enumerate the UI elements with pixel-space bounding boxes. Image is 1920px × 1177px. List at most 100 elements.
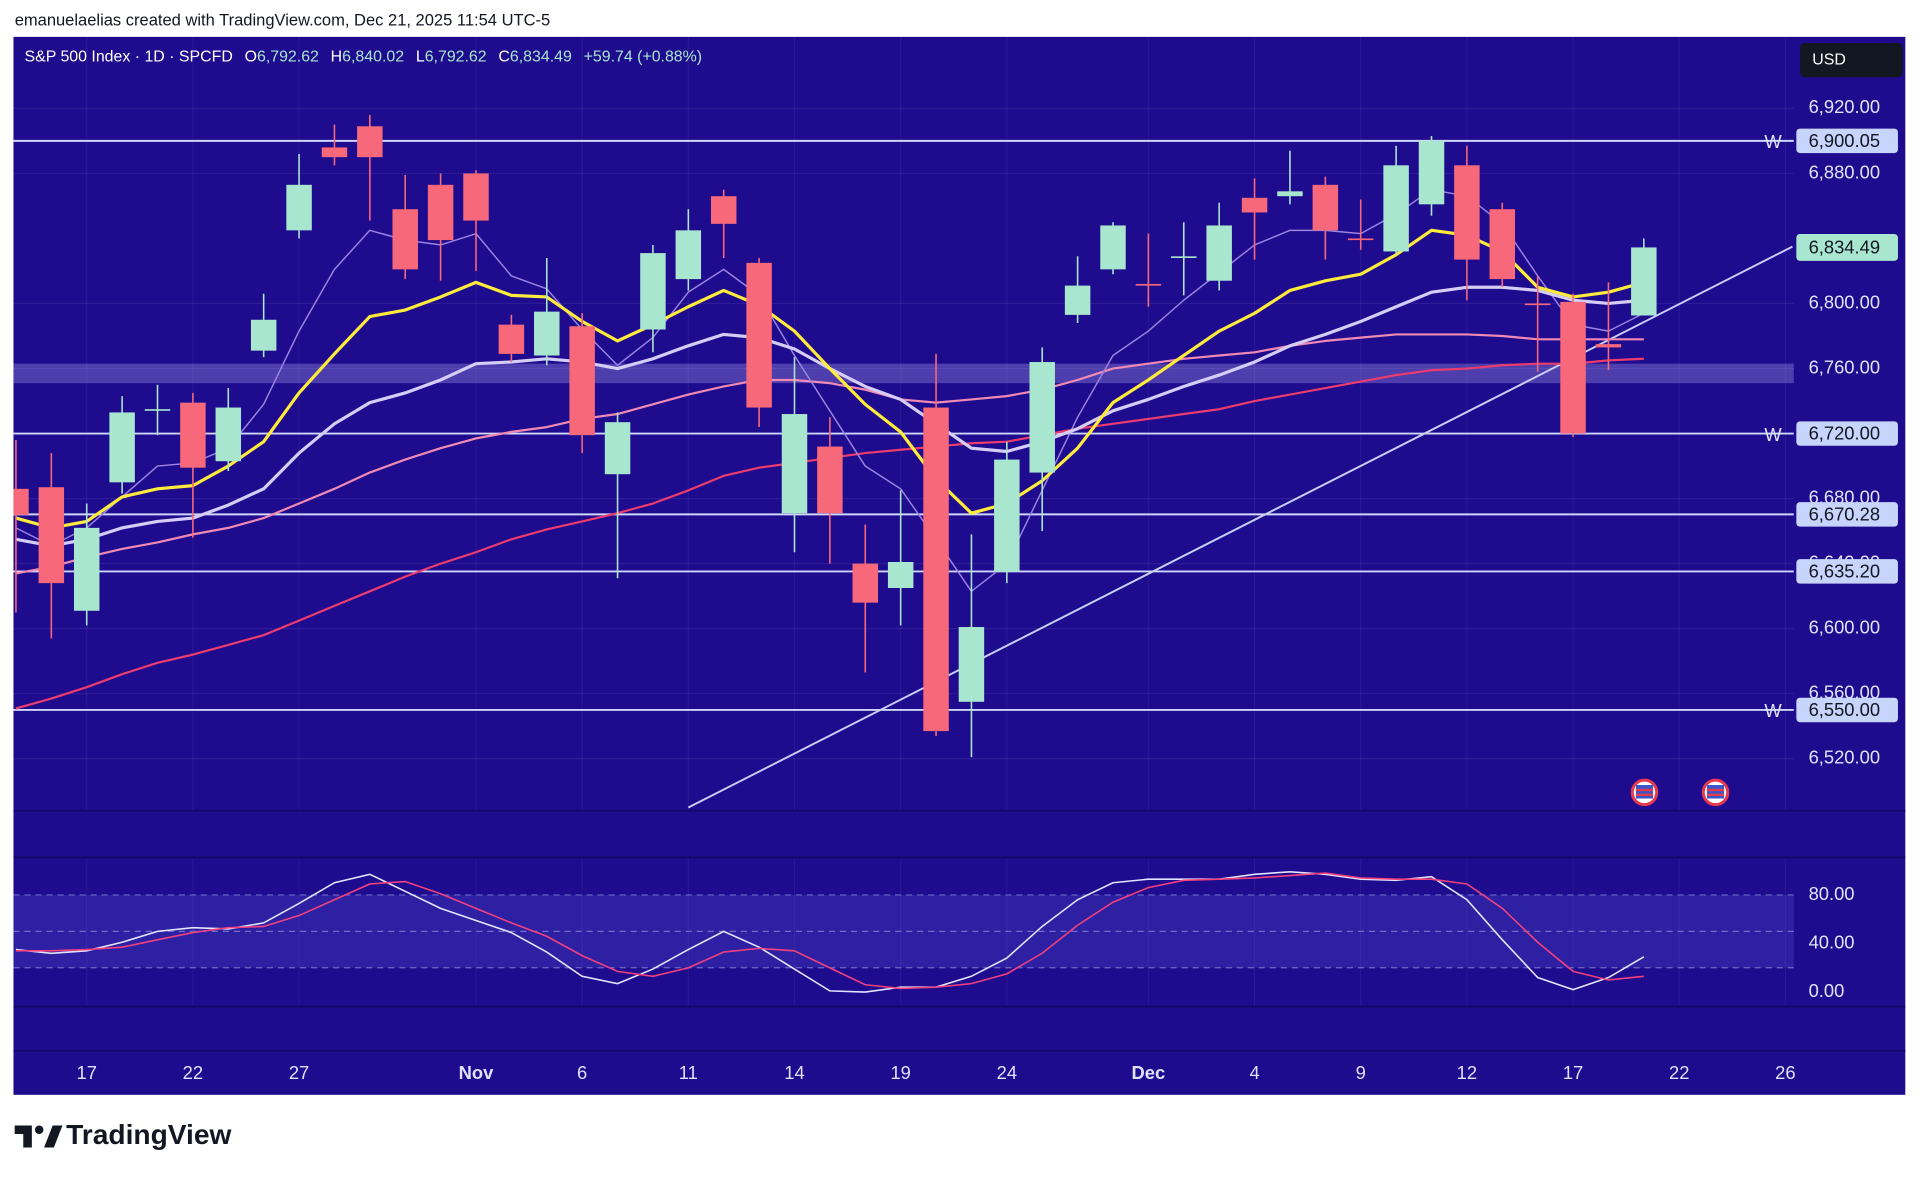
last-price-label: 6,834.49 <box>1809 236 1880 257</box>
moving-average <box>15 333 1644 575</box>
x-tick-label: 24 <box>997 1062 1017 1083</box>
stochastic-tick-label: 80.00 <box>1809 883 1855 904</box>
header-text: emanuelaelias created with TradingView.c… <box>15 10 551 29</box>
candle-body <box>427 184 454 241</box>
legend-o: O <box>245 49 257 66</box>
legend-high: 6,840.02 <box>342 49 404 66</box>
x-tick-label: 27 <box>289 1062 309 1083</box>
candle-body <box>1100 225 1126 270</box>
level-label: 6,720.00 <box>1809 423 1880 444</box>
candle-body <box>887 561 914 589</box>
candle-body <box>13 488 29 515</box>
event-icon[interactable] <box>1630 778 1659 807</box>
axes: 6,920.006,880.006,800.006,760.006,680.00… <box>77 96 1898 1083</box>
candle-body <box>1029 362 1055 473</box>
stochastic-pane <box>13 871 1794 993</box>
x-tick-label: 11 <box>679 1062 698 1083</box>
currency-button[interactable] <box>1800 42 1903 78</box>
currency-label[interactable]: USD <box>1812 51 1846 68</box>
legend-close: 6,834.49 <box>510 49 572 66</box>
y-tick-label: 6,760.00 <box>1809 356 1880 377</box>
candle-body <box>357 126 383 158</box>
candle-body <box>781 414 808 514</box>
candle-body <box>1171 256 1197 258</box>
support-zone <box>13 363 1794 384</box>
last-price-box <box>1796 233 1898 261</box>
x-tick-label: 12 <box>1457 1062 1477 1083</box>
candle-body <box>958 627 985 702</box>
x-tick-label: Nov <box>459 1062 494 1083</box>
candle-body <box>498 324 525 354</box>
candle-body <box>73 527 100 611</box>
x-tick-label: 17 <box>1563 1062 1583 1083</box>
x-tick-label: 6 <box>577 1062 587 1083</box>
candle-body <box>746 262 772 408</box>
candle-body <box>604 422 631 475</box>
stochastic-tick-label: 0.00 <box>1809 980 1845 1001</box>
level-tag: W <box>1764 424 1782 445</box>
y-tick-label: 6,560.00 <box>1809 682 1880 703</box>
stochastic-tick-label: 40.00 <box>1809 931 1855 952</box>
candle-body <box>1277 191 1303 197</box>
level-label-box <box>1796 559 1898 584</box>
candle-body <box>852 563 879 603</box>
candle-body <box>1383 165 1409 252</box>
x-tick-label: 26 <box>1775 1062 1795 1083</box>
x-tick-label: 19 <box>890 1062 910 1083</box>
level-label: 6,900.05 <box>1809 130 1880 151</box>
candle-body <box>1631 247 1657 316</box>
candle-body <box>392 209 418 270</box>
x-tick-label: Dec <box>1132 1062 1166 1083</box>
candle-body <box>534 311 560 356</box>
candle-body <box>1489 209 1516 280</box>
level-label: 6,635.20 <box>1809 560 1880 581</box>
level-tag: W <box>1764 700 1782 721</box>
level-label-box <box>1796 128 1898 154</box>
candle-body <box>994 459 1020 572</box>
x-tick-label: 4 <box>1249 1062 1259 1083</box>
logo-icon <box>14 1125 63 1148</box>
moving-average <box>15 228 1645 530</box>
legend-h: H <box>331 49 343 66</box>
level-label: 6,670.28 <box>1809 503 1880 524</box>
x-tick-label: 17 <box>77 1062 97 1083</box>
stochastic-line <box>15 872 1644 990</box>
candle-body <box>640 253 666 330</box>
candle-body <box>1418 140 1445 205</box>
candle-body <box>1064 285 1091 315</box>
candle-body <box>1135 283 1162 286</box>
chart-background <box>13 36 1906 1095</box>
candle-body <box>463 173 489 221</box>
y-tick-label: 6,880.00 <box>1809 161 1880 182</box>
legend-c: C <box>498 49 510 66</box>
candle-body <box>1454 165 1480 260</box>
x-tick-label: 14 <box>784 1062 804 1083</box>
legend-title: S&P 500 Index · 1D · SPCFD <box>24 49 232 66</box>
candle-body <box>1206 225 1232 281</box>
stochastic-band <box>13 894 1794 968</box>
candle-body <box>286 184 312 231</box>
candle-body <box>675 230 702 280</box>
candle-body <box>250 319 277 351</box>
legend: S&P 500 Index · 1D · SPCFD O6,792.62 H6,… <box>24 49 702 66</box>
y-tick-label: 6,920.00 <box>1809 96 1880 117</box>
candle-body <box>109 412 135 483</box>
y-tick-label: 6,800.00 <box>1809 291 1880 312</box>
candle-body <box>144 409 171 411</box>
x-tick-label: 22 <box>183 1062 203 1083</box>
candle-body <box>1241 197 1268 213</box>
x-tick-label: 22 <box>1669 1062 1689 1083</box>
candle-body <box>321 147 348 158</box>
logo-text: TradingView <box>66 1119 231 1150</box>
level-tag: W <box>1764 131 1782 152</box>
legend-change: +59.74 (+0.88%) <box>584 49 703 66</box>
event-icon[interactable] <box>1701 778 1730 807</box>
level-label-box <box>1796 697 1898 723</box>
legend-low: 6,792.62 <box>425 49 487 66</box>
level-label-box <box>1796 502 1898 527</box>
candle-body <box>710 196 737 224</box>
candle-body <box>1347 238 1374 241</box>
moving-average <box>15 188 1645 593</box>
